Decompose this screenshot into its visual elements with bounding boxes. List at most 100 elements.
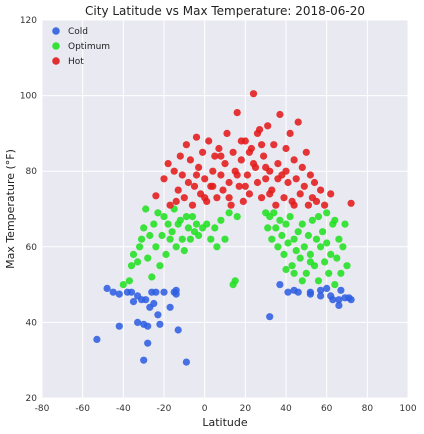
- data-point-cold: [182, 358, 190, 366]
- grid-lines: [41, 19, 409, 399]
- data-point-hot: [172, 197, 180, 205]
- data-point-hot: [188, 201, 197, 209]
- data-point-hot: [235, 182, 243, 190]
- y-tick-label: 20: [26, 394, 38, 404]
- data-point-optimum: [341, 220, 349, 228]
- data-points: [93, 90, 355, 366]
- data-point-optimum: [172, 243, 180, 251]
- data-point-cold: [103, 284, 111, 292]
- data-point-hot: [160, 175, 168, 183]
- x-tick-label: 60: [321, 404, 333, 414]
- data-point-optimum: [182, 213, 190, 221]
- data-point-optimum: [280, 250, 288, 258]
- legend-item-optimum: Optimum: [52, 42, 110, 52]
- data-point-optimum: [306, 258, 314, 266]
- data-point-optimum: [268, 235, 276, 243]
- data-point-hot: [266, 190, 274, 198]
- data-point-hot: [184, 178, 192, 187]
- data-point-optimum: [319, 228, 327, 236]
- series-optimum: [119, 205, 351, 289]
- data-point-optimum: [150, 220, 158, 228]
- data-point-hot: [284, 178, 292, 187]
- y-tick-label: 60: [26, 243, 38, 253]
- data-point-hot: [243, 171, 251, 179]
- data-point-hot: [264, 122, 272, 130]
- data-point-cold: [144, 339, 152, 347]
- data-point-cold: [156, 320, 164, 328]
- data-point-hot: [176, 152, 184, 160]
- data-point-hot: [347, 199, 355, 207]
- data-point-optimum: [168, 228, 176, 236]
- data-point-hot: [178, 171, 186, 179]
- data-point-optimum: [154, 209, 162, 217]
- legend-marker: [52, 57, 60, 65]
- data-point-optimum: [146, 231, 154, 240]
- x-tick-label: -20: [157, 404, 172, 414]
- data-point-optimum: [339, 243, 347, 251]
- data-point-optimum: [134, 258, 142, 266]
- data-point-hot: [201, 175, 209, 183]
- data-point-hot: [192, 133, 201, 141]
- legend: Cold Optimum Hot: [52, 27, 110, 67]
- data-point-hot: [190, 182, 199, 190]
- x-axis-label: Latitude: [202, 416, 248, 429]
- data-point-cold: [317, 286, 325, 294]
- data-point-hot: [253, 129, 262, 137]
- data-point-optimum: [186, 235, 194, 243]
- data-point-cold: [284, 288, 292, 296]
- data-point-hot: [290, 156, 298, 164]
- data-point-hot: [276, 110, 284, 119]
- data-point-optimum: [158, 231, 166, 240]
- data-point-optimum: [302, 269, 310, 277]
- data-point-optimum: [282, 265, 290, 274]
- data-point-optimum: [337, 269, 345, 277]
- data-point-cold: [154, 311, 162, 319]
- data-point-optimum: [327, 250, 335, 258]
- data-point-optimum: [192, 220, 201, 228]
- data-point-hot: [201, 194, 209, 202]
- data-point-hot: [249, 90, 258, 98]
- data-point-hot: [241, 182, 249, 190]
- data-point-cold: [115, 290, 123, 298]
- data-point-optimum: [125, 277, 133, 285]
- data-point-hot: [286, 129, 294, 137]
- x-tick-label: -60: [75, 404, 90, 414]
- data-point-optimum: [274, 243, 282, 251]
- data-point-hot: [304, 201, 312, 209]
- data-point-hot: [192, 171, 201, 179]
- data-point-hot: [213, 194, 221, 202]
- data-point-cold: [152, 288, 160, 296]
- data-point-optimum: [180, 247, 188, 255]
- data-point-optimum: [306, 250, 314, 258]
- data-point-cold: [276, 281, 284, 289]
- data-point-cold: [335, 301, 343, 309]
- data-point-hot: [217, 152, 225, 160]
- y-axis-label: Max Temperature (°F): [4, 149, 17, 269]
- data-point-optimum: [290, 235, 298, 243]
- data-point-hot: [166, 201, 174, 209]
- data-point-hot: [306, 171, 314, 179]
- data-point-optimum: [195, 231, 203, 240]
- data-point-hot: [274, 160, 282, 168]
- data-point-optimum: [211, 224, 219, 232]
- legend-label: Cold: [68, 27, 88, 37]
- data-point-optimum: [321, 258, 329, 266]
- data-point-optimum: [152, 243, 160, 251]
- data-point-optimum: [278, 231, 286, 240]
- data-point-optimum: [119, 281, 127, 289]
- data-point-optimum: [294, 228, 302, 236]
- data-point-hot: [262, 175, 270, 183]
- data-point-cold: [93, 335, 101, 343]
- data-point-optimum: [138, 235, 146, 243]
- legend-marker: [52, 27, 60, 35]
- data-point-optimum: [343, 262, 351, 270]
- data-point-optimum: [221, 235, 229, 243]
- data-point-optimum: [333, 254, 341, 262]
- data-point-cold: [172, 290, 180, 298]
- legend-item-hot: Hot: [52, 57, 84, 67]
- data-point-hot: [280, 194, 288, 202]
- data-point-optimum: [335, 235, 343, 243]
- data-point-optimum: [276, 216, 284, 224]
- legend-label: Hot: [68, 57, 84, 67]
- data-point-hot: [312, 197, 321, 205]
